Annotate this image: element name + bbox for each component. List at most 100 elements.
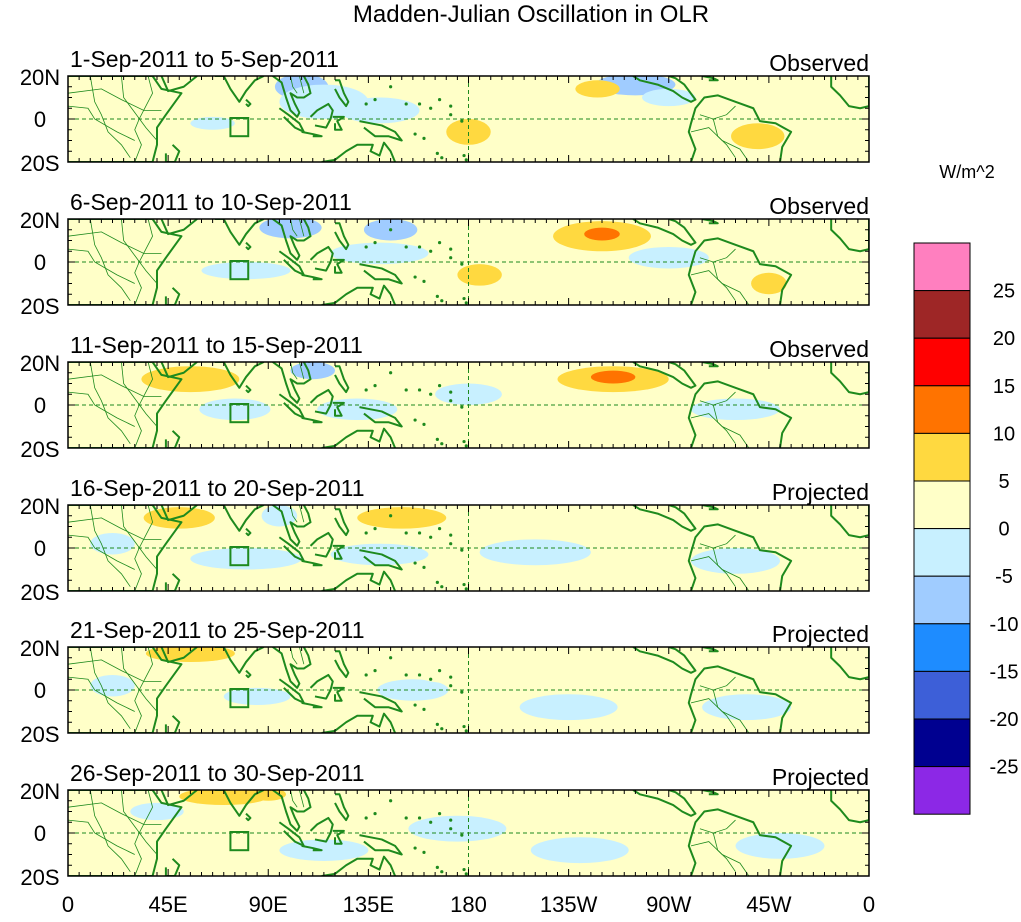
pacific-island-dots [437, 527, 442, 531]
panel-kind: Observed [769, 336, 869, 362]
mexico-coast [632, 505, 697, 532]
madagascar-coast [164, 573, 181, 591]
pacific-island-dots [422, 136, 426, 140]
africa-borders [68, 534, 135, 570]
positive-anomaly-blob [79, 97, 124, 119]
pacific-island-dots [413, 132, 417, 136]
pacific-island-dots [404, 673, 408, 677]
pacific-island-dots [440, 727, 444, 731]
negative-anomaly-blob [130, 802, 184, 821]
south-america-coast [687, 808, 793, 876]
pacific-island-dots [460, 833, 464, 837]
asia-borders [290, 76, 298, 94]
negative-anomaly-blob [190, 548, 302, 570]
negative-anomaly-blob [279, 839, 369, 861]
india-coast [214, 76, 265, 103]
pacific-island-dots [437, 812, 442, 816]
pacific-island-dots [440, 156, 444, 160]
australia-coast [321, 141, 396, 162]
south-america-borders [699, 819, 736, 834]
colorbar-swatch [913, 718, 971, 768]
y-tick-label: 20S [20, 294, 59, 319]
africa-borders [89, 790, 131, 872]
colorbar-label: 25 [993, 281, 1015, 303]
map-overlay [68, 76, 869, 162]
positive-anomaly-blob [813, 370, 858, 388]
colorbar-swatch [913, 385, 971, 434]
negative-anomaly-blob [90, 674, 135, 697]
x-tick-label: 90E [249, 892, 288, 917]
pacific-island-dots [435, 865, 439, 870]
pacific-island-dots [413, 275, 417, 279]
sumatra-coast [278, 107, 305, 133]
srilanka-coast [245, 98, 252, 108]
colorbar-swatch [913, 670, 971, 720]
pacific-island-dots [464, 587, 468, 591]
anomaly-field [90, 647, 792, 721]
positive-anomaly-blob [412, 662, 502, 684]
colorbar-label: -20 [990, 709, 1019, 731]
sumatra-coast [278, 678, 305, 704]
java-coast [301, 273, 323, 281]
x-axis: 0 45E 90E 135E 180 135W 90W 45W 0 [62, 892, 875, 917]
panel: 20N 0 20S 6-Sep-2011 to 10-Sep-2011 Observed [20, 189, 870, 319]
pacific-island-dots [373, 527, 377, 531]
colorbar-swatch [913, 290, 971, 339]
south-america-coast [687, 94, 793, 162]
caribbean-coast [701, 362, 719, 368]
reference-box [229, 546, 250, 567]
pacific-island-dots [413, 561, 417, 565]
south-america-borders [699, 248, 736, 263]
negative-anomaly-blob [628, 246, 709, 269]
pacific-island-dots [389, 799, 393, 803]
negative-anomaly-blob [261, 505, 298, 527]
x-tick-label: 90W [646, 892, 691, 917]
arabia-coast [160, 219, 198, 236]
south-america-borders [690, 270, 750, 305]
panel-kind: Observed [769, 193, 869, 219]
negative-anomaly-blob [735, 833, 825, 859]
panel-kind: Projected [772, 764, 869, 790]
pacific-island-dots [413, 846, 417, 850]
colorbar-label: -5 [995, 566, 1013, 588]
arabia-coast [160, 647, 198, 664]
colorbar-label: 15 [993, 376, 1015, 398]
srilanka-coast [245, 527, 252, 537]
west-africa-coast [830, 790, 869, 824]
pacific-island-dots [429, 106, 433, 110]
south-america-coast [687, 380, 793, 448]
africa-borders [89, 505, 131, 587]
philippines-coast [334, 365, 350, 394]
pacific-island-dots [462, 153, 466, 158]
y-tick-label: 0 [34, 536, 46, 561]
x-tick-label: 45E [149, 892, 188, 917]
pacific-island-dots [440, 585, 444, 589]
africa-borders [121, 505, 158, 570]
positive-anomaly-blob [446, 118, 491, 145]
y-tick-label: 20N [20, 351, 60, 376]
asia-borders [290, 647, 298, 665]
caribbean-coast [701, 505, 719, 511]
africa-borders [68, 88, 162, 111]
asia-borders [299, 647, 305, 665]
newguinea-coast [359, 549, 403, 571]
panel: 20N 0 20S 21-Sep-2011 to 25-Sep-2011 Project… [20, 617, 870, 747]
pacific-island-dots [462, 439, 466, 444]
pacific-island-dots [429, 820, 433, 824]
pacific-island-dots [417, 388, 422, 392]
indochina-coast [272, 647, 312, 689]
south-america-borders [699, 105, 736, 120]
pacific-island-dots [422, 279, 426, 283]
pacific-island-dots [449, 256, 453, 260]
west-africa-coast [830, 362, 869, 396]
y-tick-label: 20N [20, 208, 60, 233]
mexico-coast [632, 76, 697, 103]
africa-borders [68, 676, 135, 712]
pacific-island-dots [462, 296, 466, 301]
arabia-coast [160, 505, 198, 522]
africa-borders [68, 517, 162, 540]
reference-box [229, 117, 250, 138]
y-tick-label: 0 [34, 250, 46, 275]
caribbean-coast [701, 219, 719, 225]
colorbar-swatch [913, 623, 971, 672]
